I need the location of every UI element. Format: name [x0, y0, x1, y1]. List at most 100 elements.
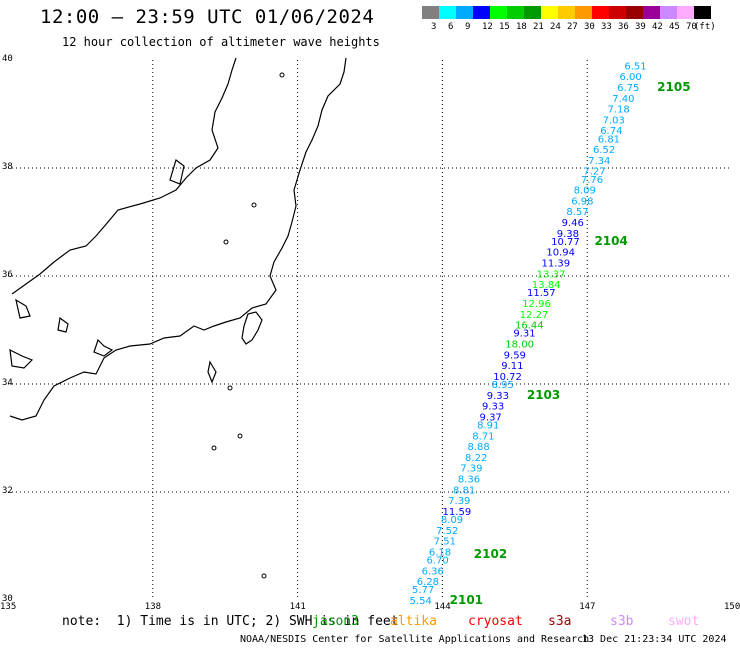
colorbar-swatch: 42 — [643, 6, 663, 32]
wave-height-value: 8.91 — [477, 421, 499, 432]
colorbar-label: (ft) — [694, 22, 716, 32]
colorbar-label: 6 — [448, 22, 454, 32]
pass-time-label: 2102 — [474, 547, 507, 561]
colorbar-swatch: 15 — [490, 6, 510, 32]
colorbar-label: 15 — [499, 22, 510, 32]
colorbar: 3 6 9 12 15 18 21 24 27 30 33 36 39 42 45 70 (ft) — [422, 6, 716, 32]
colorbar-swatch: 30 — [575, 6, 595, 32]
wave-height-value: 6.51 — [624, 61, 646, 72]
island — [279, 72, 285, 78]
coastline — [57, 316, 69, 333]
wave-height-value: 7.51 — [434, 537, 456, 548]
colorbar-label: 18 — [516, 22, 527, 32]
pass-time-label: 2103 — [527, 388, 560, 402]
coastline — [15, 298, 31, 319]
wave-height-value: 9.37 — [480, 412, 502, 423]
colorbar-swatch: (ft) — [694, 6, 716, 32]
colorbar-swatch: 70 — [677, 6, 697, 32]
wave-height-value: 7.27 — [583, 167, 605, 178]
wave-height-value: 12.27 — [520, 310, 549, 321]
coastline — [207, 360, 217, 384]
wave-height-value: 8.22 — [465, 453, 487, 464]
colorbar-swatch: 9 — [456, 6, 473, 32]
colorbar-label: 45 — [669, 22, 680, 32]
colorbar-swatch: 21 — [524, 6, 544, 32]
colorbar-swatch: 3 — [422, 6, 439, 32]
pass-time-label: 2105 — [657, 80, 690, 94]
lon-tick-label: 138 — [144, 602, 162, 612]
wave-height-value: 7.52 — [436, 526, 458, 537]
wave-height-value: 13.37 — [537, 269, 566, 280]
colorbar-label: 39 — [635, 22, 646, 32]
colorbar-label: 21 — [533, 22, 544, 32]
coastline — [11, 57, 237, 295]
wave-height-value: 9.46 — [562, 218, 584, 229]
colorbar-label: 27 — [567, 22, 578, 32]
coastline — [241, 311, 263, 345]
page-subtitle: 12 hour collection of altimeter wave hei… — [62, 35, 380, 49]
wave-height-value: 10.94 — [546, 248, 575, 259]
timestamp-text: 13 Dec 21:23:34 UTC 2024 — [582, 634, 727, 645]
lat-tick-label: 34 — [2, 378, 13, 388]
wave-height-value: 6.98 — [571, 196, 593, 207]
wave-height-value: 11.57 — [527, 288, 556, 299]
wave-height-value: 6.74 — [600, 126, 622, 137]
colorbar-label: 24 — [550, 22, 561, 32]
lat-tick-label: 38 — [2, 162, 13, 172]
colorbar-swatch: 24 — [541, 6, 561, 32]
wave-height-value: 9.59 — [504, 350, 526, 361]
wave-height-value: 9.33 — [487, 391, 509, 402]
wave-height-value: 6.36 — [422, 566, 444, 577]
wave-height-value: 10.77 — [551, 237, 580, 248]
colorbar-label: 30 — [584, 22, 595, 32]
colorbar-swatch: 36 — [609, 6, 629, 32]
coastline — [93, 338, 114, 357]
coastline — [169, 159, 185, 185]
lat-tick-label: 36 — [2, 270, 13, 280]
wave-height-value: 8.09 — [574, 186, 596, 197]
island — [223, 239, 229, 245]
satellite-legend-cryosat: cryosat — [468, 614, 523, 629]
lat-tick-label: 30 — [2, 594, 13, 604]
satellite-legend-s3b: s3b — [610, 614, 634, 629]
colorbar-label: 33 — [601, 22, 612, 32]
wave-height-value: 6.52 — [593, 145, 615, 156]
wave-height-value: 7.34 — [588, 156, 610, 167]
wave-height-value: 11.59 — [443, 507, 472, 518]
wave-height-value: 7.39 — [460, 464, 482, 475]
colorbar-swatch: 12 — [473, 6, 493, 32]
wave-height-value: 8.81 — [453, 485, 475, 496]
wave-height-value: 8.71 — [472, 431, 494, 442]
colorbar-swatch: 39 — [626, 6, 646, 32]
wave-height-value: 8.88 — [467, 442, 489, 453]
lon-tick-label: 144 — [434, 602, 451, 612]
page-title: 12:00 — 23:59 UTC 01/06/2024 — [40, 6, 375, 28]
wave-height-value: 6.18 — [429, 547, 451, 558]
colorbar-swatch: 27 — [558, 6, 578, 32]
wave-height-value: 16.44 — [515, 321, 544, 332]
satellite-legend-s3a: s3a — [548, 614, 572, 629]
wave-height-value: 8.09 — [441, 515, 463, 526]
colorbar-label: 12 — [482, 22, 493, 32]
colorbar-label: 42 — [652, 22, 663, 32]
colorbar-label: 9 — [465, 22, 471, 32]
wave-height-value: 6.75 — [617, 83, 639, 94]
colorbar-swatch: 6 — [439, 6, 456, 32]
colorbar-swatch: 45 — [660, 6, 680, 32]
lon-tick-label: 135 — [0, 602, 17, 612]
wave-height-value: 8.36 — [458, 475, 480, 486]
colorbar-label: 36 — [618, 22, 629, 32]
note-text: note: 1) Time is in UTC; 2) SWH is in fe… — [62, 614, 399, 629]
wave-height-value: 9.38 — [557, 229, 579, 240]
wave-height-value: 13.84 — [532, 280, 561, 291]
wave-height-value: 5.54 — [410, 596, 432, 607]
island — [227, 385, 233, 391]
island — [251, 202, 257, 208]
coastline — [9, 57, 347, 421]
lon-tick-label: 141 — [289, 602, 306, 612]
wave-height-value: 9.31 — [513, 329, 535, 340]
wave-height-value: 11.39 — [542, 259, 571, 270]
lat-tick-label: 32 — [2, 486, 13, 496]
lat-tick-label: 40 — [2, 54, 13, 64]
